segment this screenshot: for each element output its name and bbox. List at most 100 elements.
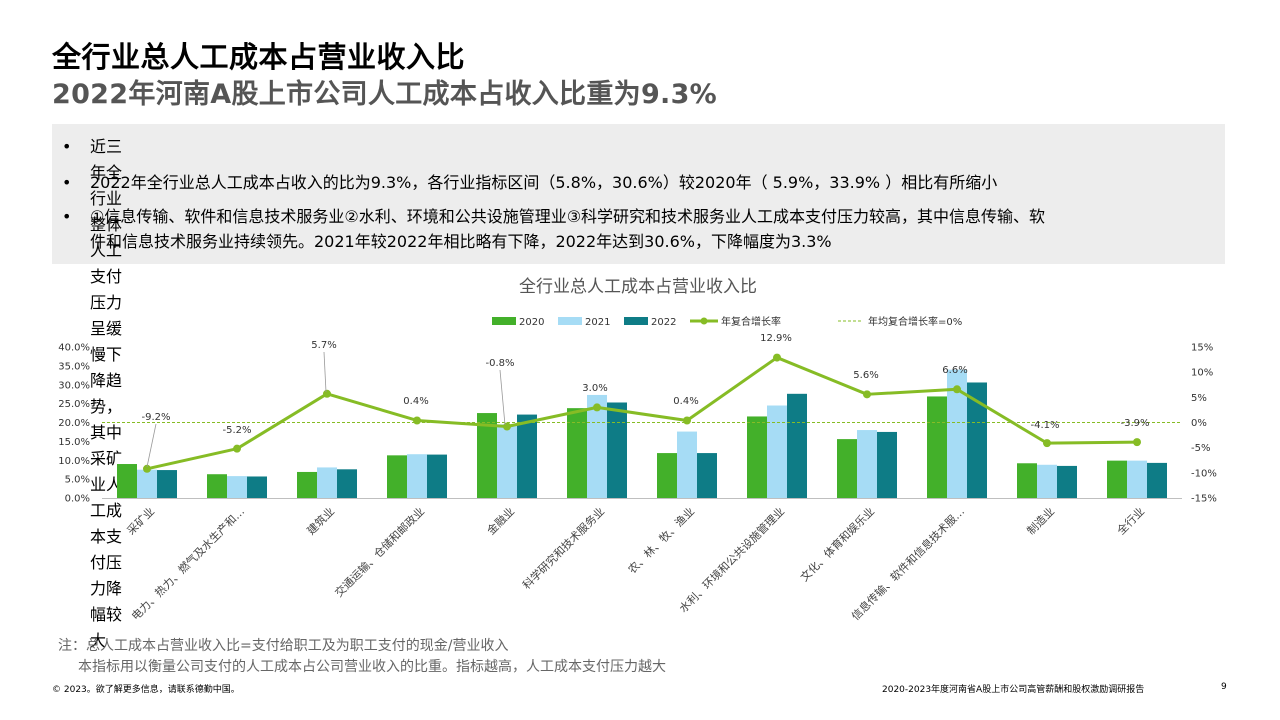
growth-point — [773, 353, 781, 362]
category-label: 建筑业 — [304, 504, 337, 537]
left-axis-tick: 35.0% — [58, 361, 90, 372]
bullet-icon: • — [62, 173, 72, 192]
legend-line-marker — [700, 317, 708, 325]
right-axis-tick: 15% — [1191, 343, 1213, 354]
growth-data-label: -4.1% — [1030, 420, 1059, 431]
data-label-leader — [146, 423, 157, 468]
bar-2021 — [407, 454, 427, 498]
bar-2022 — [877, 431, 897, 498]
bar-2022 — [1057, 465, 1077, 498]
legend-label-2021: 2021 — [585, 317, 610, 328]
bar-2020 — [207, 474, 227, 498]
growth-point — [413, 416, 421, 425]
legend-swatch-2021 — [558, 317, 582, 325]
chart: 全行业总人工成本占营业收入比 2020 2021 2022 年复合增长率 年均复合增长率=… — [58, 277, 1217, 623]
left-axis-tick: 10.0% — [58, 456, 90, 467]
right-axis-tick: -15% — [1191, 494, 1217, 505]
growth-data-label: 0.4% — [673, 396, 698, 407]
bar-2021 — [317, 467, 337, 498]
growth-data-label: 5.7% — [311, 340, 336, 351]
bar-2022 — [427, 454, 447, 498]
left-axis-tick: 30.0% — [58, 380, 90, 391]
bar-2022 — [1147, 462, 1167, 498]
growth-data-label: 3.0% — [582, 383, 607, 394]
right-axis-tick: -10% — [1191, 468, 1217, 479]
bar-2022 — [787, 393, 807, 498]
legend-line-label: 年复合增长率 — [721, 315, 781, 328]
note-line-2: 本指标用以衡量公司支付的人工成本占公司营业收入的比重。指标越高，人工成本支付压力… — [78, 659, 666, 675]
legend-label-2022: 2022 — [651, 317, 676, 328]
page-subtitle: 2022年河南A股上市公司人工成本占收入比重为9.3% — [52, 79, 718, 110]
category-label: 交通运输、仓储和邮政业 — [332, 504, 427, 599]
growth-data-label: 5.6% — [853, 370, 878, 381]
growth-data-label: 0.4% — [403, 396, 428, 407]
bar-2021 — [1127, 460, 1147, 498]
bar-2021 — [1037, 464, 1057, 498]
category-label: 制造业 — [1024, 504, 1057, 537]
bar-2020 — [297, 471, 317, 498]
summary-text: 2022年全行业总人工成本占收入的比为9.3%，各行业指标区间（5.8%，30.… — [90, 173, 998, 192]
category-label: 农、林、牧、渔业 — [625, 504, 697, 576]
bar-2021 — [947, 369, 967, 498]
growth-point — [1133, 438, 1141, 447]
growth-point — [323, 389, 331, 398]
growth-data-label: 12.9% — [760, 333, 792, 344]
chart-title: 全行业总人工成本占营业收入比 — [519, 277, 757, 297]
bar-2021 — [767, 405, 787, 498]
growth-point — [503, 422, 511, 431]
bar-2020 — [387, 455, 407, 498]
summary-text: 近三年全行业整体人工支付压力呈缓慢下降趋势，其中采矿业人工成本支付压力降幅较大 — [90, 137, 123, 650]
bar-2020 — [657, 453, 677, 498]
growth-data-label: 6.6% — [942, 365, 967, 376]
growth-point — [143, 464, 151, 473]
category-label: 金融业 — [484, 504, 517, 537]
bar-2021 — [677, 431, 697, 498]
footer-copyright: © 2023。欲了解更多信息，请联系德勤中国。 — [52, 685, 240, 695]
category-label: 全行业 — [1114, 504, 1147, 537]
summary-text-continued: 件和信息技术服务业持续领先。2021年较2022年相比略有下降，2022年达到3… — [90, 232, 832, 251]
category-label: 科学研究和技术服务业 — [519, 504, 607, 592]
bullet-icon: • — [62, 137, 72, 156]
bar-2020 — [1107, 460, 1127, 498]
left-axis-tick: 20.0% — [58, 418, 90, 429]
growth-point — [953, 385, 961, 394]
bar-2020 — [567, 408, 587, 498]
right-axis-tick: -5% — [1191, 443, 1210, 454]
legend-swatch-2020 — [492, 317, 516, 325]
bar-2021 — [227, 476, 247, 498]
right-axis-tick: 0% — [1191, 418, 1207, 429]
left-axis-tick: 40.0% — [58, 343, 90, 354]
bar-2021 — [587, 394, 607, 498]
category-label: 水利、环境和公共设施管理业 — [676, 504, 787, 615]
growth-data-label: -0.8% — [485, 358, 514, 369]
bar-2021 — [857, 430, 877, 498]
legend-swatch-2022 — [624, 317, 648, 325]
note-line-1: 注：总人工成本占营业收入比=支付给职工及为职工支付的现金/营业收入 — [58, 638, 509, 654]
bar-2020 — [477, 413, 497, 498]
bar-2020 — [837, 439, 857, 498]
bar-2022 — [607, 402, 627, 498]
growth-line — [146, 356, 1138, 471]
right-axis-tick: 10% — [1191, 368, 1213, 379]
bar-2022 — [337, 469, 357, 498]
growth-point — [1043, 439, 1051, 448]
bar-2021 — [497, 424, 517, 498]
bar-2020 — [747, 416, 767, 498]
growth-point — [683, 416, 691, 425]
growth-data-label: -9.2% — [141, 412, 170, 423]
left-axis-tick: 0.0% — [65, 494, 90, 505]
legend-label-2020: 2020 — [519, 317, 544, 328]
growth-data-label: -3.9% — [1120, 418, 1149, 429]
bullet-icon: • — [62, 207, 72, 226]
footer-report-name: 2020-2023年度河南省A股上市公司高管薪酬和股权激励调研报告 — [882, 685, 1145, 695]
page-title: 全行业总人工成本占营业收入比 — [52, 40, 466, 74]
bar-2022 — [517, 414, 537, 498]
left-axis-tick: 25.0% — [58, 399, 90, 410]
data-label-leader — [323, 351, 327, 393]
right-axis-tick: 5% — [1191, 393, 1207, 404]
bar-2020 — [117, 464, 137, 498]
bar-2022 — [697, 453, 717, 498]
category-label: 文化、体育和娱乐业 — [797, 504, 877, 584]
bar-2022 — [967, 382, 987, 498]
summary-text: ①信息传输、软件和信息技术服务业②水利、环境和公共设施管理业③科学研究和技术服务… — [90, 207, 1046, 226]
